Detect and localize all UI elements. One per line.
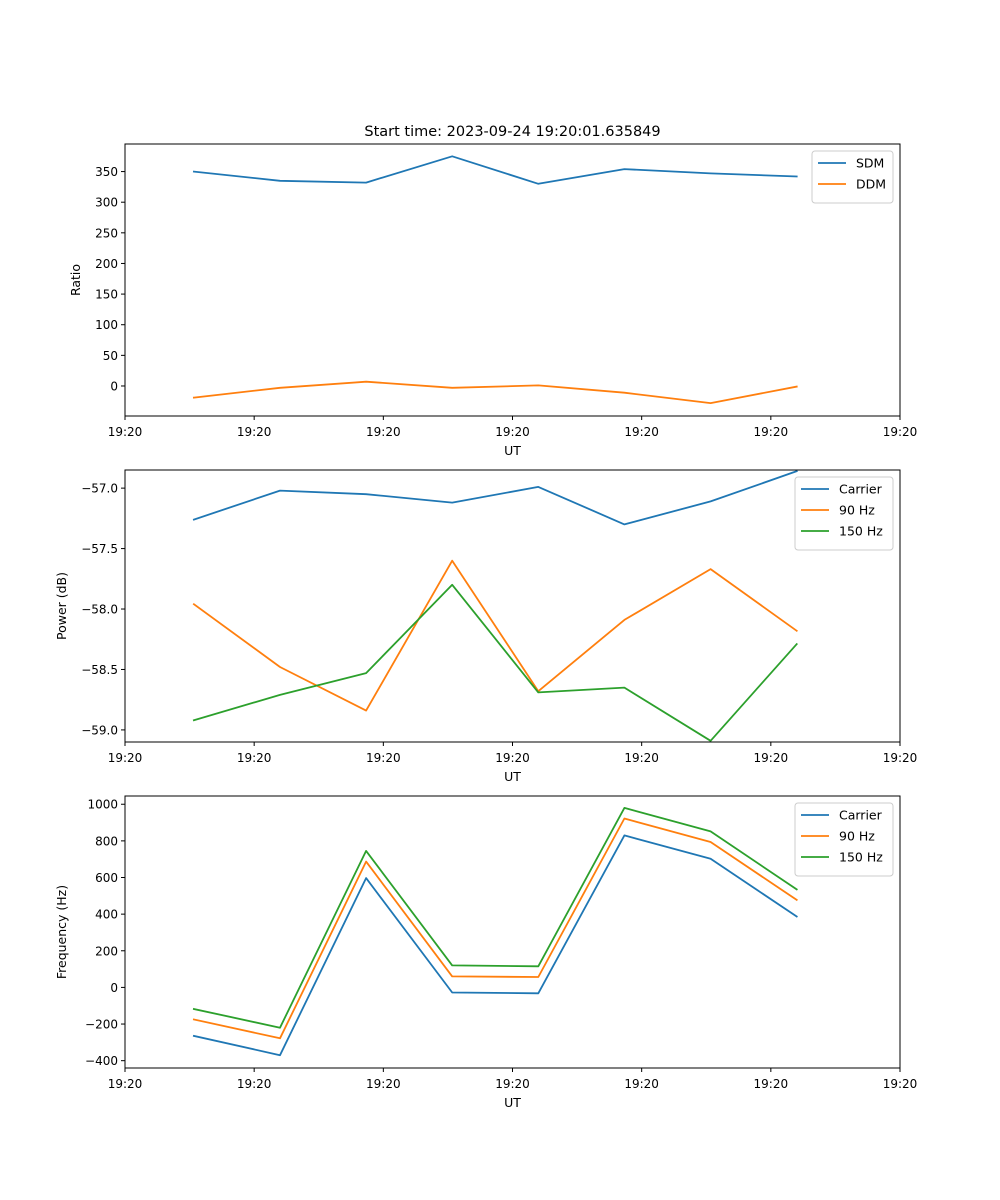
y-tick-label: 400 bbox=[95, 908, 118, 922]
y-axis-label: Frequency (Hz) bbox=[54, 885, 69, 979]
x-tick-label: 19:20 bbox=[883, 1077, 918, 1091]
y-tick-label: 350 bbox=[95, 165, 118, 179]
x-tick-label: 19:20 bbox=[366, 1077, 401, 1091]
legend-label: Carrier bbox=[839, 482, 883, 497]
x-tick-label: 19:20 bbox=[754, 1077, 789, 1091]
y-tick-label: 100 bbox=[95, 318, 118, 332]
y-tick-label: −58.5 bbox=[81, 663, 118, 677]
legend: Carrier 90 Hz 150 Hz bbox=[794, 476, 894, 551]
x-tick-label: 19:20 bbox=[624, 751, 659, 765]
legend-label: Carrier bbox=[839, 808, 883, 823]
x-tick-label: 19:20 bbox=[495, 425, 530, 439]
y-tick-label: −59.0 bbox=[81, 723, 118, 737]
series-line-ddm bbox=[192, 380, 798, 405]
x-axis-label: UT bbox=[504, 769, 521, 784]
legend-label: 150 Hz bbox=[839, 850, 883, 865]
axes-frame bbox=[124, 143, 901, 417]
series-line-carrier bbox=[192, 834, 798, 1057]
chart-title: Start time: 2023-09-24 19:20:01.635849 bbox=[364, 124, 660, 140]
y-tick-label: 0 bbox=[110, 981, 118, 995]
legend-label: SDM bbox=[856, 156, 884, 171]
y-tick-label: −200 bbox=[85, 1018, 118, 1032]
legend: Carrier 90 Hz 150 Hz bbox=[794, 802, 894, 877]
x-tick-label: 19:20 bbox=[237, 425, 272, 439]
x-tick-label: 19:20 bbox=[754, 425, 789, 439]
y-tick-label: −57.0 bbox=[81, 482, 118, 496]
y-tick-label: 1000 bbox=[87, 798, 118, 812]
legend-label: 90 Hz bbox=[839, 503, 875, 518]
x-tick-label: 19:20 bbox=[108, 1077, 143, 1091]
x-tick-label: 19:20 bbox=[108, 425, 143, 439]
y-tick-label: 600 bbox=[95, 871, 118, 885]
y-tick-label: 150 bbox=[95, 288, 118, 302]
series-line-sdm bbox=[192, 155, 798, 185]
x-tick-label: 19:20 bbox=[624, 425, 659, 439]
plot-area: Start time: 2023-09-24 19:20:01.635849 19… bbox=[54, 124, 917, 1110]
y-axis-label: Power (dB) bbox=[54, 572, 69, 640]
x-tick-label: 19:20 bbox=[624, 1077, 659, 1091]
x-tick-label: 19:20 bbox=[108, 751, 143, 765]
y-tick-label: 0 bbox=[110, 379, 118, 393]
y-tick-label: 300 bbox=[95, 196, 118, 210]
legend: SDM DDM bbox=[811, 150, 894, 204]
x-tick-label: 19:20 bbox=[366, 425, 401, 439]
x-tick-label: 19:20 bbox=[883, 751, 918, 765]
x-axis-label: UT bbox=[504, 443, 521, 458]
axes-frame bbox=[124, 469, 901, 743]
y-tick-label: 50 bbox=[103, 349, 118, 363]
x-tick-label: 19:20 bbox=[495, 751, 530, 765]
series-line-90-hz bbox=[192, 559, 798, 712]
legend-label: DDM bbox=[856, 177, 886, 192]
y-tick-label: −400 bbox=[85, 1054, 118, 1068]
y-tick-label: −58.0 bbox=[81, 603, 118, 617]
y-tick-label: 250 bbox=[95, 226, 118, 240]
axes-frame bbox=[124, 795, 901, 1069]
y-axis-label: Ratio bbox=[68, 264, 83, 296]
power-panel: 19:20 19:20 19:20 19:20 19:20 19:20 19:20 −59.0… bbox=[54, 469, 918, 784]
y-tick-label: 800 bbox=[95, 834, 118, 848]
y-tick-label: 200 bbox=[95, 257, 118, 271]
legend-label: 150 Hz bbox=[839, 524, 883, 539]
x-tick-label: 19:20 bbox=[237, 751, 272, 765]
ratio-panel: Start time: 2023-09-24 19:20:01.635849 19… bbox=[68, 124, 917, 458]
series-line-90-hz bbox=[192, 817, 798, 1040]
legend-box bbox=[811, 150, 894, 204]
y-tick-label: −57.5 bbox=[81, 542, 118, 556]
x-tick-label: 19:20 bbox=[883, 425, 918, 439]
x-axis-label: UT bbox=[504, 1095, 521, 1110]
x-tick-label: 19:20 bbox=[237, 1077, 272, 1091]
x-tick-label: 19:20 bbox=[495, 1077, 530, 1091]
y-tick-label: 200 bbox=[95, 944, 118, 958]
frequency-panel: 19:20 19:20 19:20 19:20 19:20 19:20 19:20 −400 −… bbox=[54, 795, 918, 1110]
x-tick-label: 19:20 bbox=[754, 751, 789, 765]
series-line-150-hz bbox=[192, 583, 798, 742]
series-line-carrier bbox=[192, 470, 798, 526]
legend-label: 90 Hz bbox=[839, 829, 875, 844]
series-line-150-hz bbox=[192, 807, 798, 1029]
x-tick-label: 19:20 bbox=[366, 751, 401, 765]
